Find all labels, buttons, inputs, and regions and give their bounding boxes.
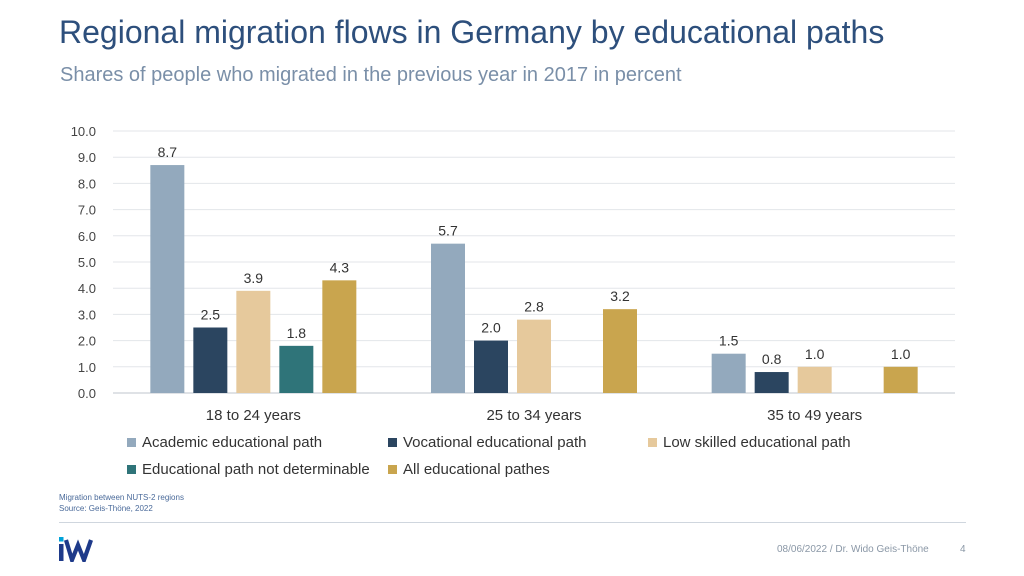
iw-logo [59, 537, 93, 562]
legend-item: Educational path not determinable [127, 461, 370, 478]
data-label: 0.8 [762, 351, 782, 367]
y-tick-label: 3.0 [78, 307, 96, 322]
bar [322, 280, 357, 393]
bar [279, 345, 314, 393]
legend-label: Vocational educational path [403, 434, 587, 451]
legend-swatch [648, 438, 657, 447]
bar [603, 309, 637, 393]
legend-label: Educational path not determinable [142, 461, 370, 478]
chart-title: Regional migration flows in Germany by e… [59, 14, 885, 50]
y-tick-label: 2.0 [78, 334, 96, 349]
data-label: 1.5 [719, 333, 739, 349]
legend-label: Academic educational path [142, 434, 323, 451]
y-tick-label: 10.0 [71, 124, 96, 139]
bar [236, 290, 271, 393]
data-label: 2.5 [201, 307, 221, 323]
data-label: 8.7 [158, 144, 178, 160]
legend-swatch [388, 438, 397, 447]
page-number: 4 [960, 544, 966, 555]
legend-item: Academic educational path [127, 434, 322, 451]
data-label: 3.9 [244, 270, 264, 286]
data-label: 1.8 [287, 325, 307, 341]
y-tick-label: 8.0 [78, 176, 96, 191]
bar [474, 340, 508, 393]
legend-swatch [388, 465, 397, 474]
bar [193, 327, 228, 393]
chart-subtitle: Shares of people who migrated in the pre… [60, 64, 682, 86]
legend-swatch [127, 465, 136, 474]
legend-label: Low skilled educational path [663, 434, 851, 451]
footnote-line-1: Migration between NUTS-2 regions [59, 493, 184, 502]
footnote-line-2: Source: Geis-Thöne, 2022 [59, 504, 153, 513]
legend-item: Vocational educational path [388, 434, 586, 451]
bar [150, 165, 185, 393]
y-tick-label: 1.0 [78, 360, 96, 375]
bar-chart: 0.0 1.0 2.0 3.0 4.0 5.0 6.0 7.0 8.0 9.0 10.0 8.7 2.5… [71, 124, 955, 424]
data-label: 5.7 [438, 223, 458, 239]
bar [431, 243, 465, 393]
bar [883, 366, 918, 393]
y-tick-label: 5.0 [78, 255, 96, 270]
footer-divider [59, 522, 966, 523]
data-label: 1.0 [805, 346, 825, 362]
x-category-label: 18 to 24 years [206, 407, 301, 424]
legend-item: All educational pathes [388, 461, 550, 478]
data-label: 2.0 [481, 320, 501, 336]
bar [797, 366, 832, 393]
footnote: Migration between NUTS-2 regions Source:… [59, 492, 184, 514]
y-tick-label: 4.0 [78, 281, 96, 296]
bar [517, 319, 551, 393]
footer-date-author: 08/06/2022 / Dr. Wido Geis-Thöne [777, 544, 929, 555]
data-label: 4.3 [330, 259, 350, 275]
data-label: 2.8 [524, 299, 544, 315]
legend-item: Low skilled educational path [648, 434, 851, 451]
x-category-label: 35 to 49 years [767, 407, 862, 424]
data-label: 1.0 [891, 346, 911, 362]
y-tick-label: 0.0 [78, 386, 96, 401]
bar [754, 372, 789, 393]
y-tick-label: 9.0 [78, 150, 96, 165]
y-tick-label: 6.0 [78, 229, 96, 244]
x-category-label: 25 to 34 years [486, 407, 581, 424]
legend-swatch [127, 438, 136, 447]
bar [711, 353, 746, 393]
legend-label: All educational pathes [403, 461, 550, 478]
y-tick-label: 7.0 [78, 203, 96, 218]
data-label: 3.2 [610, 288, 630, 304]
